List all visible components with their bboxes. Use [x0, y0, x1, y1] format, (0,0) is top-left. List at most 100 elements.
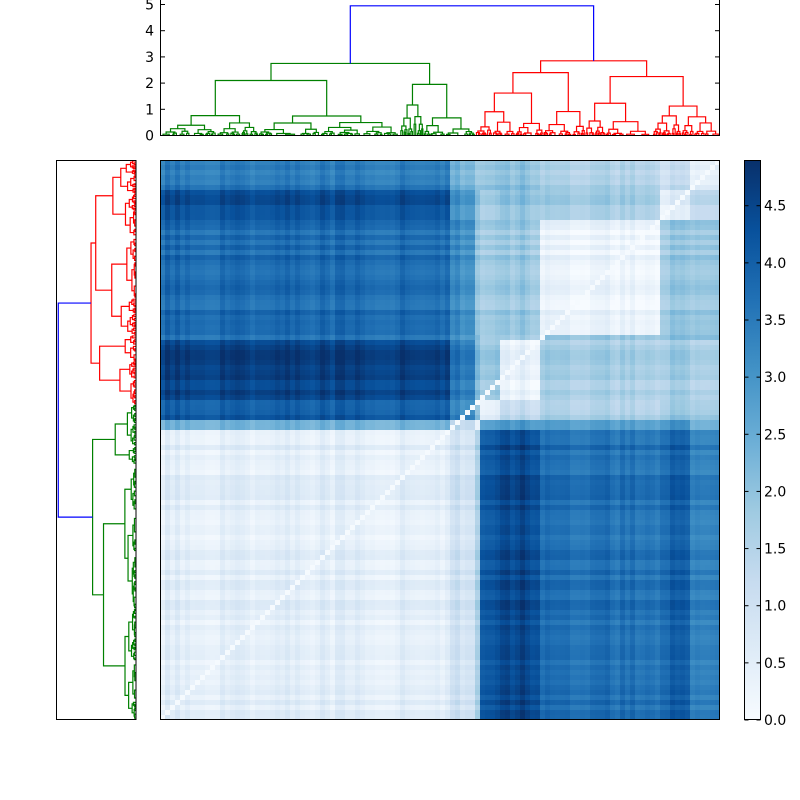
- heatmap-cell: [405, 315, 411, 321]
- heatmap-cell: [385, 220, 391, 226]
- heatmap-cell: [685, 255, 691, 261]
- heatmap-cell: [200, 330, 206, 336]
- heatmap-cell: [555, 295, 561, 301]
- heatmap-cell: [175, 165, 181, 171]
- y-tick-label: 0: [145, 129, 154, 145]
- heatmap-cell: [315, 180, 321, 186]
- heatmap-cell: [665, 195, 671, 201]
- heatmap-cell: [320, 350, 326, 356]
- heatmap-cell: [355, 310, 361, 316]
- heatmap-cell: [315, 195, 321, 201]
- heatmap-cell: [405, 180, 411, 186]
- heatmap-cell: [195, 260, 201, 266]
- heatmap-cell: [185, 235, 191, 241]
- dendrogram-link: [119, 368, 131, 392]
- heatmap-cell: [605, 170, 611, 176]
- heatmap-cell: [575, 275, 581, 281]
- heatmap-cell: [410, 245, 416, 251]
- heatmap-cell: [550, 240, 556, 246]
- dendrogram-link: [133, 609, 136, 614]
- heatmap-cell: [165, 210, 171, 216]
- heatmap-cell: [345, 235, 351, 241]
- heatmap-cell: [170, 255, 176, 261]
- heatmap-cell: [540, 345, 546, 351]
- heatmap-cell: [710, 160, 716, 166]
- heatmap-cell: [305, 215, 311, 221]
- heatmap-cell: [375, 300, 381, 306]
- heatmap-cell: [230, 280, 236, 286]
- heatmap-cell: [575, 170, 581, 176]
- heatmap-cell: [400, 310, 406, 316]
- heatmap-cell: [580, 270, 586, 276]
- heatmap-cell: [500, 195, 506, 201]
- heatmap-cell: [570, 255, 576, 261]
- heatmap-cell: [215, 205, 221, 211]
- heatmap-cell: [370, 355, 376, 361]
- heatmap-cell: [635, 270, 641, 276]
- heatmap-cell: [420, 360, 426, 366]
- heatmap-cell: [275, 330, 281, 336]
- heatmap-cell: [450, 345, 456, 351]
- heatmap-cell: [215, 290, 221, 296]
- heatmap-cell: [225, 295, 231, 301]
- heatmap-cell: [355, 240, 361, 246]
- heatmap-cell: [445, 180, 451, 186]
- heatmap-cell: [560, 295, 566, 301]
- heatmap-cell: [685, 345, 691, 351]
- heatmap-cell: [445, 200, 451, 206]
- heatmap-cell: [470, 230, 476, 236]
- heatmap-cell: [360, 265, 366, 271]
- dendrogram-link: [134, 395, 136, 399]
- heatmap-cell: [535, 230, 541, 236]
- heatmap-cell: [340, 325, 346, 331]
- heatmap-cell: [615, 295, 621, 301]
- heatmap-cell: [485, 290, 491, 296]
- heatmap-cell: [235, 255, 241, 261]
- heatmap-cell: [375, 275, 381, 281]
- heatmap-cell: [325, 345, 331, 351]
- heatmap-cell: [550, 335, 556, 341]
- heatmap-cell: [415, 160, 421, 166]
- heatmap-cell: [450, 170, 456, 176]
- heatmap-cell: [410, 270, 416, 276]
- heatmap-cell: [320, 180, 326, 186]
- heatmap-cell: [675, 270, 681, 276]
- heatmap-cell: [700, 310, 706, 316]
- heatmap-cell: [370, 300, 376, 306]
- heatmap-cell: [205, 185, 211, 191]
- heatmap-cell: [405, 360, 411, 366]
- heatmap-cell: [255, 190, 261, 196]
- dendrogram-link: [193, 132, 203, 136]
- heatmap-cell: [245, 275, 251, 281]
- heatmap-cell: [685, 205, 691, 211]
- dendrogram-link: [134, 407, 136, 411]
- heatmap-cell: [650, 330, 656, 336]
- heatmap-cell: [650, 280, 656, 286]
- heatmap-cell: [650, 185, 656, 191]
- dendrogram-link: [499, 133, 503, 136]
- heatmap-cell: [230, 275, 236, 281]
- heatmap-cell: [515, 200, 521, 206]
- heatmap-cell: [415, 310, 421, 316]
- heatmap-cell: [530, 305, 536, 311]
- heatmap-cell: [435, 345, 441, 351]
- heatmap-cell: [240, 285, 246, 291]
- heatmap-cell: [715, 295, 720, 301]
- heatmap-cell: [565, 310, 571, 316]
- heatmap-cell: [400, 300, 406, 306]
- heatmap-cell: [585, 270, 591, 276]
- heatmap-cell: [530, 290, 536, 296]
- heatmap-cell: [510, 350, 516, 356]
- heatmap-cell: [665, 310, 671, 316]
- heatmap-cell: [595, 310, 601, 316]
- heatmap-cell: [430, 325, 436, 331]
- heatmap-cell: [275, 245, 281, 251]
- heatmap-cell: [170, 215, 176, 221]
- heatmap-cell: [245, 320, 251, 326]
- heatmap-cell: [445, 340, 451, 346]
- heatmap-cell: [170, 305, 176, 311]
- heatmap-cell: [245, 305, 251, 311]
- heatmap-cell: [700, 270, 706, 276]
- heatmap-cell: [645, 295, 651, 301]
- heatmap-cell: [510, 320, 516, 326]
